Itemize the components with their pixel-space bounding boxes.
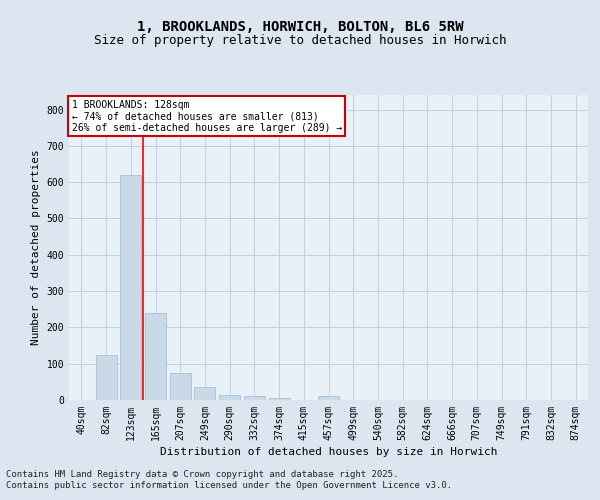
Bar bbox=[219, 394, 240, 400]
Text: 1, BROOKLANDS, HORWICH, BOLTON, BL6 5RW: 1, BROOKLANDS, HORWICH, BOLTON, BL6 5RW bbox=[137, 20, 463, 34]
Bar bbox=[244, 396, 265, 400]
Text: Contains HM Land Registry data © Crown copyright and database right 2025.: Contains HM Land Registry data © Crown c… bbox=[6, 470, 398, 479]
Text: 1 BROOKLANDS: 128sqm
← 74% of detached houses are smaller (813)
26% of semi-deta: 1 BROOKLANDS: 128sqm ← 74% of detached h… bbox=[71, 100, 342, 133]
Text: Size of property relative to detached houses in Horwich: Size of property relative to detached ho… bbox=[94, 34, 506, 47]
Bar bbox=[120, 175, 141, 400]
Bar bbox=[318, 396, 339, 400]
Bar bbox=[170, 373, 191, 400]
Text: Contains public sector information licensed under the Open Government Licence v3: Contains public sector information licen… bbox=[6, 481, 452, 490]
Bar bbox=[194, 388, 215, 400]
Bar bbox=[95, 354, 116, 400]
X-axis label: Distribution of detached houses by size in Horwich: Distribution of detached houses by size … bbox=[160, 447, 497, 457]
Bar bbox=[145, 313, 166, 400]
Bar bbox=[269, 398, 290, 400]
Y-axis label: Number of detached properties: Number of detached properties bbox=[31, 150, 41, 346]
